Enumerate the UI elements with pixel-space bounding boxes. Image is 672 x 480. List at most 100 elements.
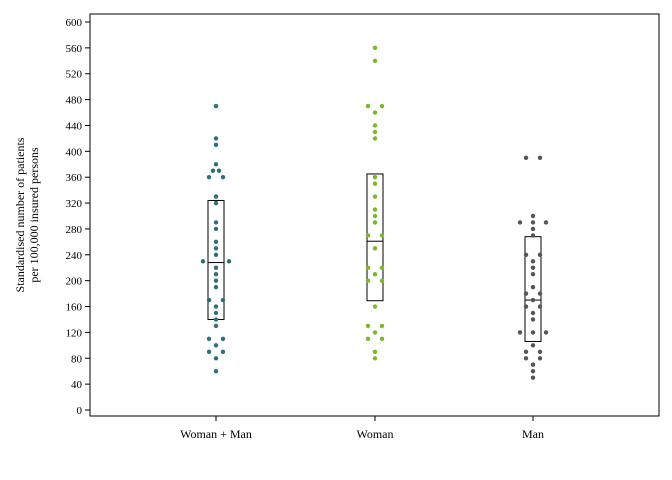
points-group <box>200 45 549 380</box>
data-point <box>517 220 523 225</box>
data-point <box>213 162 219 167</box>
data-point <box>226 259 232 264</box>
data-point <box>530 226 536 232</box>
data-point <box>379 336 385 342</box>
data-point <box>372 220 378 225</box>
data-point <box>379 323 385 329</box>
y-tick-label: 0 <box>77 405 83 417</box>
x-tick-label: Man <box>522 427 544 441</box>
y-tick-label: 520 <box>66 69 83 81</box>
data-point <box>537 291 543 296</box>
data-point <box>530 213 536 219</box>
data-point <box>530 259 536 264</box>
y-tick-label: 400 <box>66 146 83 158</box>
data-point <box>213 239 219 245</box>
data-point <box>530 233 536 238</box>
data-point <box>372 175 378 180</box>
data-point <box>213 246 219 251</box>
y-tick-label: 560 <box>66 43 83 55</box>
y-tick-label: 480 <box>66 95 83 107</box>
data-point <box>213 200 219 206</box>
data-point <box>213 310 219 316</box>
data-point <box>372 58 378 63</box>
data-point <box>372 129 378 135</box>
data-point <box>372 207 378 212</box>
data-point <box>372 45 378 51</box>
data-point <box>213 103 219 109</box>
y-axis-label-line-1: Standardised number of patients <box>13 137 27 292</box>
y-tick-label: 120 <box>66 327 83 339</box>
data-point <box>206 297 212 303</box>
data-point <box>379 233 385 238</box>
data-point <box>213 278 219 283</box>
data-point <box>220 349 226 354</box>
y-axis-label: Standardised number of patients per 100,… <box>13 137 41 292</box>
data-point <box>543 330 549 335</box>
data-point <box>537 356 543 361</box>
data-point <box>372 330 378 335</box>
data-point <box>530 343 536 348</box>
data-point <box>530 272 536 277</box>
y-tick-label: 80 <box>71 353 83 365</box>
y-axis-label-line-2: per 100,000 insured persons <box>27 147 41 283</box>
data-point <box>530 375 536 380</box>
data-point <box>537 304 543 309</box>
data-point <box>523 356 529 361</box>
data-point <box>530 369 536 374</box>
y-tick-label: 600 <box>66 17 83 29</box>
data-point <box>530 297 536 303</box>
data-point <box>530 330 536 335</box>
data-point <box>206 349 212 354</box>
data-point <box>365 103 371 109</box>
data-point <box>213 356 219 361</box>
data-point <box>365 278 371 283</box>
data-point <box>372 181 378 186</box>
data-point <box>213 317 219 322</box>
x-tick-label: Woman + Man <box>180 427 252 441</box>
data-point <box>523 349 529 354</box>
data-point <box>379 265 385 270</box>
data-point <box>220 175 226 180</box>
data-point <box>206 336 212 342</box>
data-point <box>210 168 216 173</box>
y-tick-label: 440 <box>66 120 83 132</box>
y-tick-label: 200 <box>66 276 83 288</box>
data-point <box>213 323 219 329</box>
data-point <box>213 343 219 348</box>
data-point <box>213 136 219 141</box>
data-point <box>372 194 378 199</box>
data-point <box>220 336 226 342</box>
data-point <box>365 265 371 270</box>
data-point <box>537 349 543 354</box>
y-tick-label: 240 <box>66 250 83 262</box>
data-point <box>537 155 543 160</box>
data-point <box>523 155 529 160</box>
data-point <box>379 103 385 109</box>
data-point <box>530 362 536 367</box>
data-point <box>530 310 536 316</box>
data-point <box>206 175 212 180</box>
y-tick-label: 280 <box>66 224 83 236</box>
y-tick-label: 160 <box>66 302 83 314</box>
data-point <box>213 304 219 309</box>
data-point <box>365 233 371 238</box>
data-point <box>523 291 529 296</box>
data-point <box>213 226 219 232</box>
data-point <box>523 304 529 309</box>
data-point <box>213 142 219 148</box>
data-point <box>372 272 378 277</box>
data-point <box>530 265 536 270</box>
data-point <box>372 356 378 361</box>
data-point <box>220 297 226 303</box>
y-tick-label: 360 <box>66 172 83 184</box>
data-point <box>213 284 219 290</box>
data-point <box>372 304 378 309</box>
y-axis: 0 40 80 120 160 200 240 280 320 360 400 440 480 520 56… <box>66 17 90 417</box>
data-point <box>213 272 219 277</box>
data-point <box>372 213 378 219</box>
data-point <box>213 265 219 270</box>
data-point <box>213 220 219 225</box>
data-point <box>365 336 371 342</box>
x-tick-label: Woman <box>356 427 393 441</box>
